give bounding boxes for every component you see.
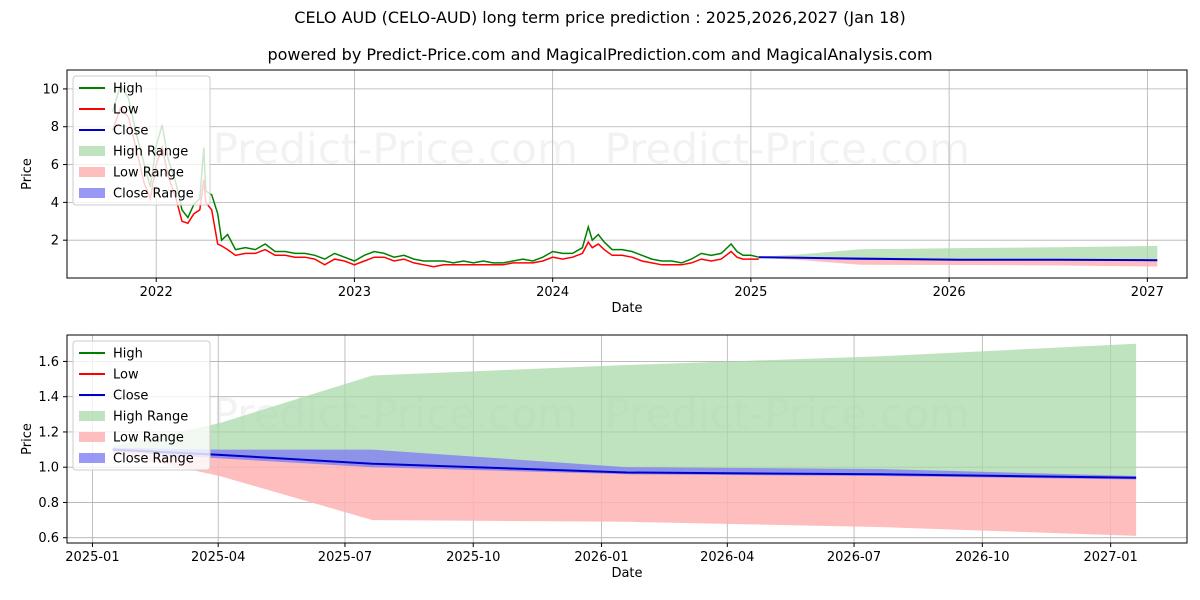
bottom-y-tick-label: 1.0 <box>38 461 59 476</box>
bottom-legend-label: High <box>113 347 143 362</box>
bottom-legend-label: High Range <box>113 410 188 425</box>
top-y-axis-label: Price <box>20 158 35 190</box>
top-x-tick-label: 2022 <box>140 285 173 300</box>
top-x-tick-label: 2025 <box>734 285 767 300</box>
bottom-legend-swatch <box>79 432 105 442</box>
top-y-tick-label: 4 <box>51 196 59 211</box>
top-chart: Predict-Price.com Predict-Price.com 2022 20… <box>20 69 1188 316</box>
bottom-x-tick-label: 2025-04 <box>191 550 245 565</box>
top-watermark: Predict-Price.com <box>605 125 970 174</box>
bottom-axes-frame <box>66 334 1188 544</box>
top-x-axis-label: Date <box>611 301 642 316</box>
top-watermark: Predict-Price.com <box>213 125 578 174</box>
bottom-legend-swatch <box>79 453 105 463</box>
top-x-tick-label: 2023 <box>338 285 371 300</box>
top-legend-label: Low <box>113 103 139 118</box>
bottom-low-range-band <box>112 449 1137 536</box>
top-y-tick-label: 10 <box>42 82 59 97</box>
top-legend-label: High <box>113 82 143 97</box>
bottom-legend-label: Close Range <box>113 452 194 467</box>
bottom-y-tick-label: 1.4 <box>38 390 59 405</box>
bottom-close-range-band <box>112 447 1137 480</box>
bottom-x-tick-label: 2026-01 <box>574 550 628 565</box>
top-legend-label: Close <box>113 124 148 139</box>
top-close-series-line <box>758 256 1158 262</box>
bottom-y-tick-label: 0.8 <box>38 496 59 511</box>
bottom-x-tick-label: 2027-01 <box>1083 550 1137 565</box>
top-axes-frame <box>66 69 1188 279</box>
bottom-legend-box <box>72 340 211 471</box>
top-x-tick-label: 2027 <box>1131 285 1164 300</box>
top-legend-label: High Range <box>113 145 188 160</box>
top-y-tick-label: 8 <box>51 120 59 135</box>
bottom-legend-label: Low Range <box>113 431 184 446</box>
bottom-legend-label: Low <box>113 368 139 383</box>
bottom-y-axis-label: Price <box>20 423 35 455</box>
bottom-high-range-band <box>112 343 1137 478</box>
bottom-y-tick-label: 0.6 <box>38 531 59 546</box>
page-title: CELO AUD (CELO-AUD) long term price pred… <box>294 8 906 27</box>
bottom-legend-swatch <box>79 411 105 421</box>
top-legend-label: Low Range <box>113 166 184 181</box>
bottom-x-tick-label: 2026-10 <box>955 550 1009 565</box>
top-legend-swatch <box>79 146 105 156</box>
bottom-y-tick-label: 1.2 <box>38 425 59 440</box>
bottom-x-tick-label: 2025-07 <box>318 550 372 565</box>
bottom-x-axis-label: Date <box>611 566 642 581</box>
bottom-x-tick-label: 2026-04 <box>700 550 754 565</box>
top-low-series-line <box>111 106 759 268</box>
page-subtitle: powered by Predict-Price.com and Magical… <box>267 45 933 64</box>
top-y-tick-label: 6 <box>51 158 59 173</box>
top-legend-box <box>72 75 211 206</box>
bottom-y-tick-label: 1.6 <box>38 355 59 370</box>
top-y-tick-label: 2 <box>51 234 59 249</box>
top-high-range-band <box>758 245 1158 261</box>
top-legend-label: Close Range <box>113 187 194 202</box>
bottom-x-tick-label: 2026-07 <box>827 550 881 565</box>
bottom-x-tick-label: 2025-10 <box>446 550 500 565</box>
top-x-tick-label: 2026 <box>933 285 966 300</box>
bottom-legend-label: Close <box>113 389 148 404</box>
bottom-x-tick-label: 2025-01 <box>65 550 119 565</box>
top-x-tick-label: 2024 <box>536 285 569 300</box>
top-legend-swatch <box>79 188 105 198</box>
bottom-chart: Predict-Price.comPredict-Price.com2025-0… <box>20 334 1188 581</box>
top-legend-swatch <box>79 167 105 177</box>
bottom-legend: High Low Close High Range Low Range Close Ran… <box>72 340 211 471</box>
top-legend: High Low Close High Range Low Range Close Ran… <box>72 75 211 206</box>
